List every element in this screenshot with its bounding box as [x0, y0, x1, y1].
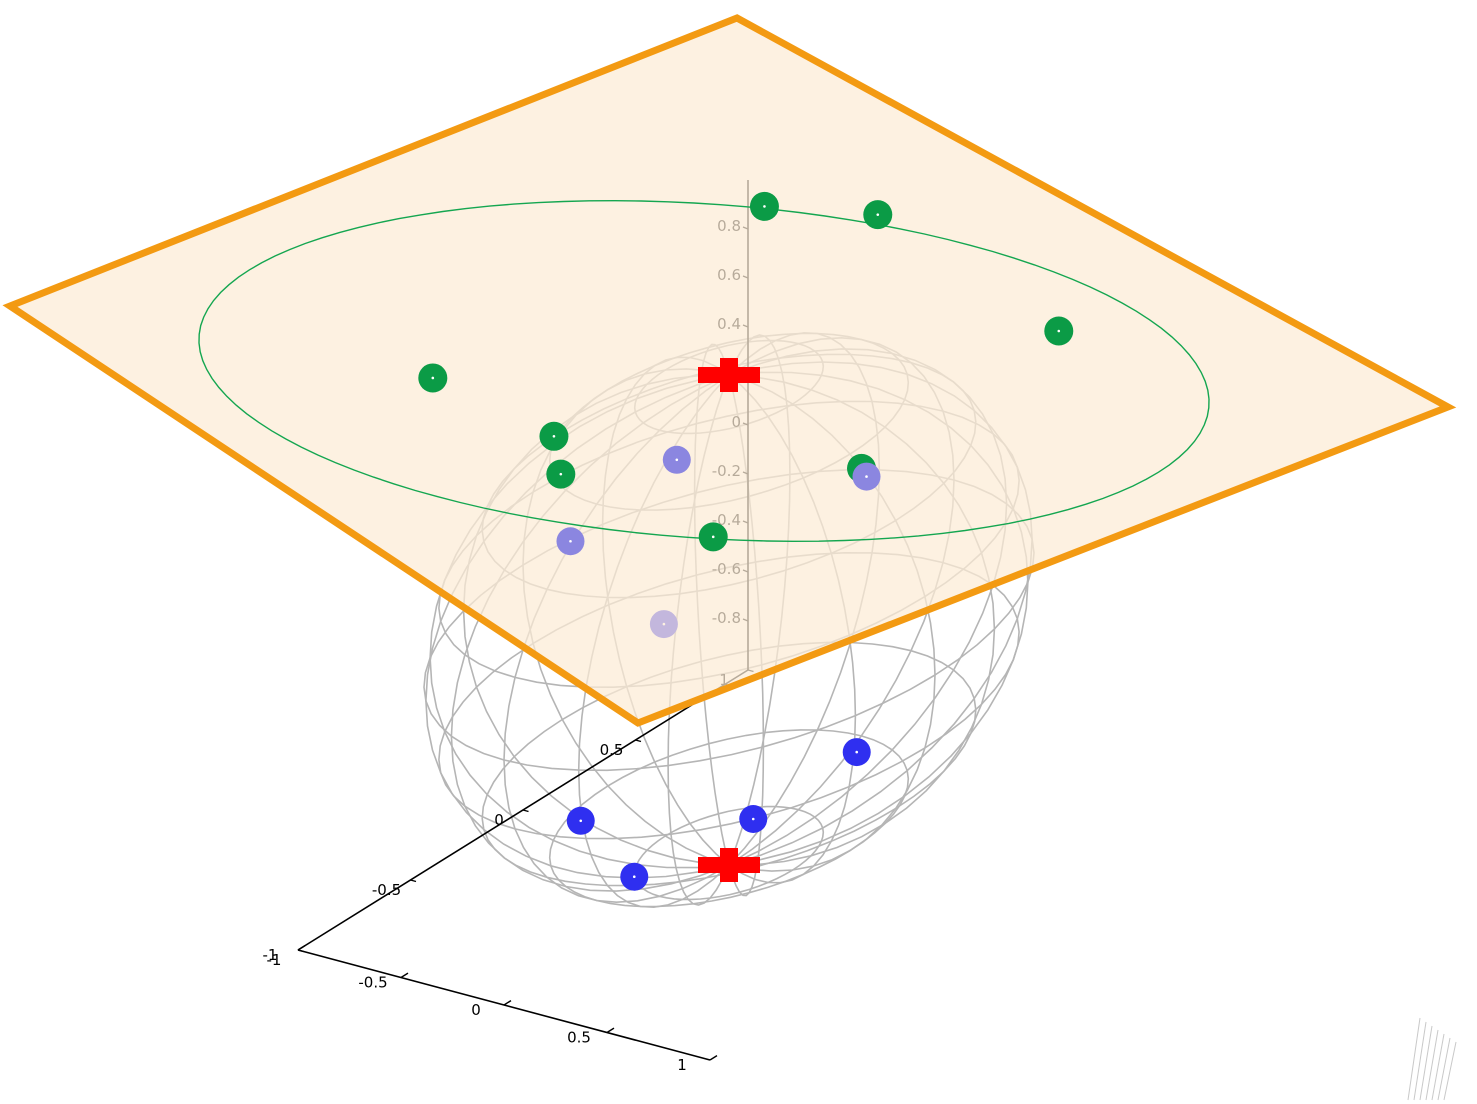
upper-markers: [418, 191, 1074, 556]
data-point: [842, 738, 871, 767]
point-center-dot: [431, 376, 435, 380]
pole-marker: [698, 848, 760, 882]
watermark-stroke: [1431, 1033, 1445, 1101]
x-tick-label: -0.5: [358, 974, 387, 992]
point-center-dot: [675, 458, 679, 462]
watermark-stroke: [1413, 1021, 1427, 1101]
pole-marker-bar-v: [720, 358, 738, 392]
x-tick: [297, 945, 306, 951]
pole-marker-bar-v: [720, 848, 738, 882]
point-center-dot: [559, 472, 563, 476]
y-tick: [635, 739, 642, 743]
point-center-dot: [552, 435, 556, 438]
x-tick: [400, 972, 409, 979]
watermark-stroke: [1443, 1041, 1457, 1101]
data-point: [739, 805, 768, 833]
point-center-dot: [632, 875, 636, 878]
data-point: [1044, 316, 1074, 346]
watermark-stroke: [1419, 1025, 1433, 1101]
data-point: [546, 459, 576, 489]
x-tick-label: 0: [471, 1001, 481, 1019]
point-center-dot: [763, 205, 766, 208]
data-point: [749, 191, 779, 221]
y-tick-label: 0.5: [600, 741, 624, 759]
x-tick: [709, 1055, 718, 1061]
data-point: [556, 527, 585, 556]
point-center-dot: [865, 475, 868, 478]
data-point: [620, 862, 649, 891]
data-point: [566, 806, 595, 835]
x-tick-label: -1: [263, 946, 278, 964]
data-point: [539, 421, 569, 451]
data-point: [698, 522, 728, 552]
lower-markers: [566, 610, 871, 891]
y-tick: [297, 949, 304, 953]
x-tick: [503, 1000, 512, 1006]
watermark-stroke: [1437, 1037, 1451, 1101]
point-center-dot: [711, 535, 715, 539]
watermark: [1407, 1017, 1457, 1101]
point-center-dot: [751, 817, 755, 821]
watermark-stroke: [1425, 1029, 1439, 1101]
x-tick-label: 1: [677, 1056, 687, 1074]
watermark-logo: [1407, 1017, 1457, 1101]
data-point: [662, 445, 691, 474]
y-tick-label: 0: [494, 811, 504, 829]
data-point: [418, 363, 448, 393]
plane-circle: [198, 199, 1210, 543]
y-tick-label: -0.5: [372, 881, 401, 899]
point-center-dot: [876, 213, 880, 216]
y-tick: [410, 879, 417, 883]
point-center-dot: [569, 539, 572, 543]
data-point: [863, 200, 893, 230]
y-tick: [522, 809, 529, 813]
point-center-dot: [1057, 329, 1061, 333]
y-tick-label: -1: [267, 951, 282, 969]
point-center-dot: [579, 819, 583, 823]
point-center-dot: [855, 750, 859, 754]
data-point: [852, 462, 881, 491]
x-tick-label: 0.5: [567, 1029, 591, 1047]
watermark-stroke: [1407, 1017, 1421, 1101]
pole-marker: [698, 358, 760, 392]
x-tick: [606, 1027, 615, 1034]
